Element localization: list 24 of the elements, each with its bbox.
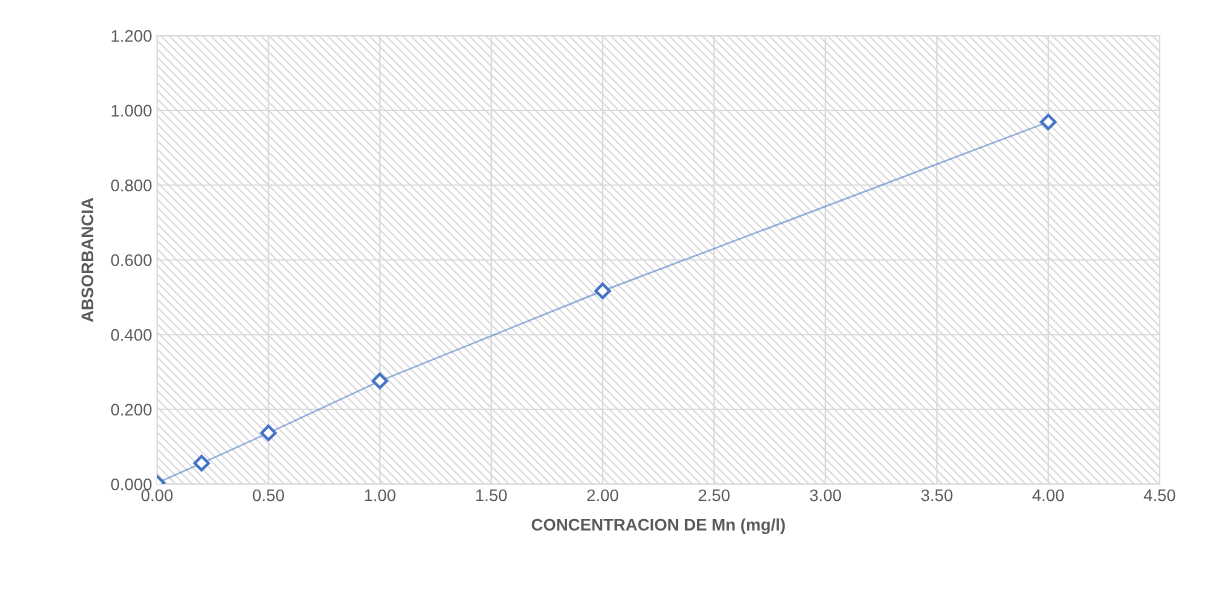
point <box>371 372 389 390</box>
point <box>594 282 611 300</box>
point <box>260 424 277 442</box>
x-tick-label: 4.50 <box>1143 489 1176 502</box>
y-tick-label: 1.200 <box>111 30 152 42</box>
point <box>193 454 210 472</box>
y-tick-label: 0.000 <box>111 478 152 491</box>
y-tick-label: 1.000 <box>111 104 152 117</box>
x-tick-label: 1.50 <box>476 489 507 502</box>
y-tick-label: 0.600 <box>111 254 152 267</box>
y-axis-title: ABSORBANCIA <box>81 197 94 322</box>
x-tick-label: 0.00 <box>141 489 173 502</box>
x-tick-label: 3.00 <box>809 489 842 502</box>
y-tick-label: 0.200 <box>111 403 152 416</box>
x-tick-label: 2.00 <box>587 489 619 502</box>
x-tick-label: 4.00 <box>1032 489 1064 502</box>
x-tick-label: 0.50 <box>252 489 285 502</box>
x-tick-label: 1.00 <box>364 489 396 502</box>
x-tick-label: 2.50 <box>698 489 730 502</box>
y-tick-label: 0.400 <box>111 329 152 341</box>
x-tick-label: 3.50 <box>921 489 953 502</box>
y-tick-label: 0.800 <box>111 179 152 192</box>
x-axis-title: CONCENTRACION DE Mn (mg/l) <box>531 518 785 535</box>
point <box>1040 113 1057 131</box>
